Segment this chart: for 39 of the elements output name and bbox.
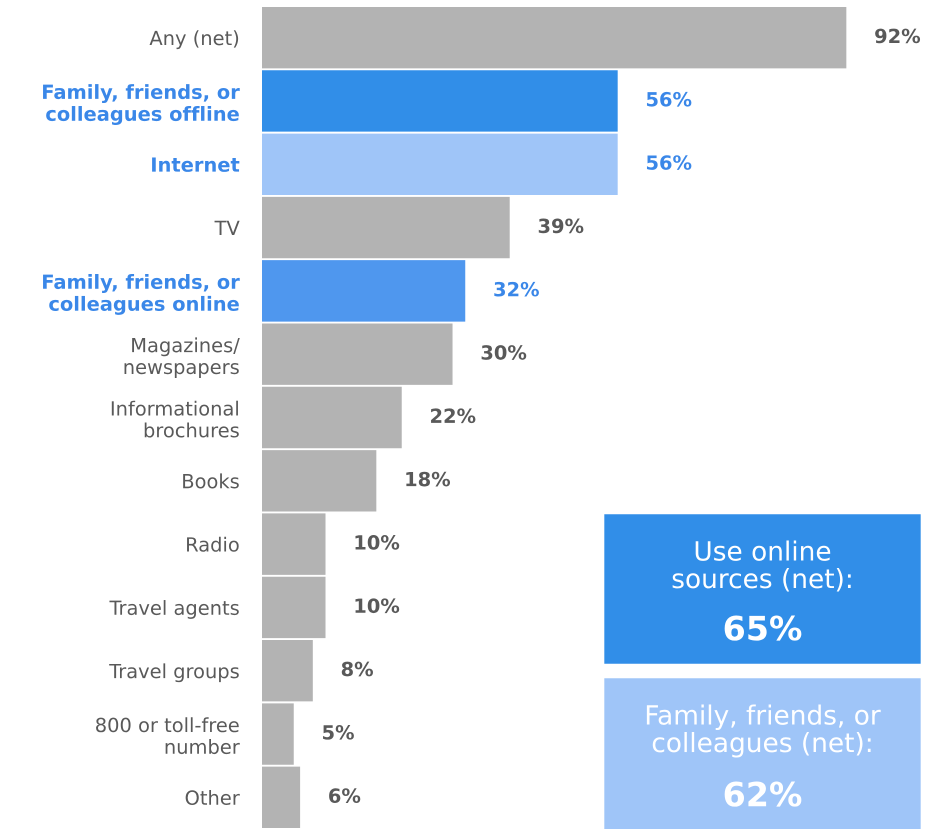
y-tick-label: Radio — [187, 536, 239, 552]
annotation: Use online sources (net): 65% — [672, 540, 851, 641]
data-label: 30% — [482, 345, 526, 360]
y-tick-label: Travel groups — [109, 663, 239, 682]
y-tick-label: Other — [186, 790, 240, 806]
bar — [262, 450, 376, 512]
y-tick-label: Family, friends, or colleagues offline — [43, 84, 240, 125]
bar — [262, 703, 294, 765]
bar — [262, 196, 510, 258]
data-label: 22% — [431, 408, 476, 424]
y-tick-label: 800 or toll-free number — [96, 717, 240, 754]
bar — [262, 323, 453, 385]
y-tick-label: Magazines/ newspapers — [124, 337, 240, 378]
data-label: 10% — [355, 598, 400, 614]
bar — [262, 134, 618, 195]
y-tick-label: Internet — [152, 157, 240, 172]
data-label: 39% — [538, 218, 584, 234]
bar — [262, 260, 466, 322]
annotation: Family, friends, or colleagues (net): 62% — [646, 704, 881, 807]
y-tick-label: Books — [183, 473, 239, 488]
data-label: 8% — [342, 662, 373, 676]
data-label: 10% — [355, 535, 400, 550]
y-tick-label: Travel agents — [109, 600, 239, 619]
bar — [262, 386, 402, 448]
bar — [262, 640, 313, 702]
y-tick-label: Informational brochures — [112, 400, 239, 438]
y-tick-label: TV — [214, 220, 240, 235]
y-tick-label: Any (net) — [150, 30, 238, 50]
bar — [262, 766, 300, 828]
data-label: 56% — [646, 155, 692, 170]
data-label: 6% — [329, 788, 360, 803]
data-label: 18% — [406, 472, 450, 486]
bar — [262, 70, 618, 132]
data-label: 92% — [875, 28, 920, 44]
data-label: 56% — [646, 92, 692, 107]
bar — [262, 6, 846, 68]
y-tick-label: Family, friends, or colleagues online — [43, 274, 240, 315]
data-label: 32% — [494, 282, 539, 297]
data-label: 5% — [323, 724, 354, 740]
